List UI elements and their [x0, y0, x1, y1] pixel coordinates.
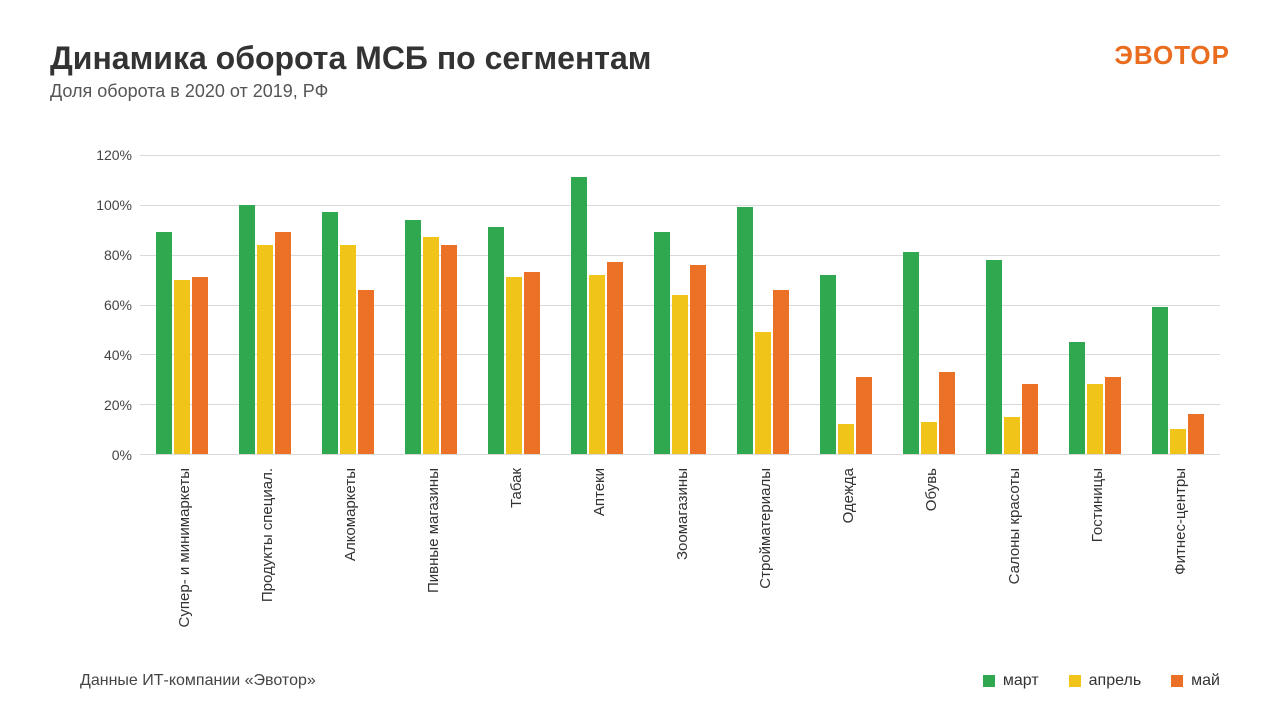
legend-item: апрель [1069, 672, 1142, 690]
bar [690, 265, 706, 454]
bar [903, 252, 919, 454]
x-label: Пивные магазины [425, 468, 442, 593]
bar [275, 232, 291, 454]
bar [441, 245, 457, 454]
x-label: Салоны красоты [1006, 468, 1023, 584]
bar [524, 272, 540, 454]
legend-swatch [983, 675, 995, 687]
bar [174, 280, 190, 454]
legend-label: апрель [1089, 672, 1142, 690]
legend-swatch [1069, 675, 1081, 687]
legend-item: март [983, 672, 1039, 690]
legend-item: май [1171, 672, 1220, 690]
page: Динамика оборота МСБ по сегментам Доля о… [0, 0, 1280, 720]
header: Динамика оборота МСБ по сегментам Доля о… [50, 40, 1230, 102]
bar [856, 377, 872, 454]
y-tick: 20% [104, 397, 132, 413]
x-label: Табак [508, 468, 525, 508]
chart-title: Динамика оборота МСБ по сегментам [50, 40, 651, 77]
bar [589, 275, 605, 454]
bar [340, 245, 356, 454]
brand-logo: ЭВОТОР [1114, 40, 1230, 71]
bar [921, 422, 937, 454]
footer: Данные ИТ-компании «Эвотор» мартапрельма… [80, 672, 1220, 690]
bar [672, 295, 688, 454]
bar [257, 245, 273, 454]
bar-group: Гостиницы [1054, 155, 1137, 454]
chart: 0%20%40%60%80%100%120% Супер- и минимарк… [80, 155, 1220, 455]
bar [192, 277, 208, 454]
bar [322, 212, 338, 454]
bar [1087, 384, 1103, 454]
data-source: Данные ИТ-компании «Эвотор» [80, 672, 316, 690]
bar-group: Аптеки [555, 155, 638, 454]
bar [838, 424, 854, 454]
y-tick: 80% [104, 247, 132, 263]
bar-group: Салоны красоты [971, 155, 1054, 454]
legend: март апрель май [983, 672, 1220, 690]
y-tick: 120% [96, 147, 132, 163]
bar [1188, 414, 1204, 454]
y-axis: 0%20%40%60%80%100%120% [80, 155, 140, 455]
bar [607, 262, 623, 454]
bar [506, 277, 522, 454]
x-label: Стройматериалы [757, 468, 774, 589]
y-tick: 40% [104, 347, 132, 363]
x-label: Супер- и минимаркеты [176, 468, 193, 627]
x-label: Обувь [923, 468, 940, 511]
bar [986, 260, 1002, 454]
bar [820, 275, 836, 454]
bar [1170, 429, 1186, 454]
bar-group: Табак [472, 155, 555, 454]
title-block: Динамика оборота МСБ по сегментам Доля о… [50, 40, 651, 102]
legend-swatch [1171, 675, 1183, 687]
bar [405, 220, 421, 454]
bar [1152, 307, 1168, 454]
bar-group: Пивные магазины [389, 155, 472, 454]
bar [571, 177, 587, 454]
chart-subtitle: Доля оборота в 2020 от 2019, РФ [50, 81, 651, 102]
x-label: Зоомагазины [674, 468, 691, 560]
bar [654, 232, 670, 454]
bar [773, 290, 789, 454]
bar-groups: Супер- и минимаркетыПродукты специал.Алк… [140, 155, 1220, 454]
bar-group: Обувь [888, 155, 971, 454]
bar [1004, 417, 1020, 454]
bar-group: Одежда [805, 155, 888, 454]
bar [156, 232, 172, 454]
bar [423, 237, 439, 454]
bar-group: Продукты специал. [223, 155, 306, 454]
x-label: Гостиницы [1089, 468, 1106, 542]
bar [1105, 377, 1121, 454]
bar [358, 290, 374, 454]
bar [1069, 342, 1085, 454]
gridline [140, 454, 1220, 455]
legend-label: май [1191, 672, 1220, 690]
bar-group: Супер- и минимаркеты [140, 155, 223, 454]
y-tick: 0% [112, 447, 132, 463]
x-label: Алкомаркеты [342, 468, 359, 561]
bar [239, 205, 255, 454]
bar-group: Фитнес-центры [1137, 155, 1220, 454]
y-tick: 60% [104, 297, 132, 313]
bar-group: Стройматериалы [722, 155, 805, 454]
y-tick: 100% [96, 197, 132, 213]
x-label: Фитнес-центры [1172, 468, 1189, 575]
x-label: Одежда [840, 468, 857, 523]
legend-label: март [1003, 672, 1039, 690]
bar-group: Алкомаркеты [306, 155, 389, 454]
bar [737, 207, 753, 454]
bar-group: Зоомагазины [638, 155, 721, 454]
x-label: Продукты специал. [259, 468, 276, 602]
bar [755, 332, 771, 454]
bar [1022, 384, 1038, 454]
bar [488, 227, 504, 454]
bar [939, 372, 955, 454]
plot-area: Супер- и минимаркетыПродукты специал.Алк… [140, 155, 1220, 455]
x-label: Аптеки [591, 468, 608, 516]
